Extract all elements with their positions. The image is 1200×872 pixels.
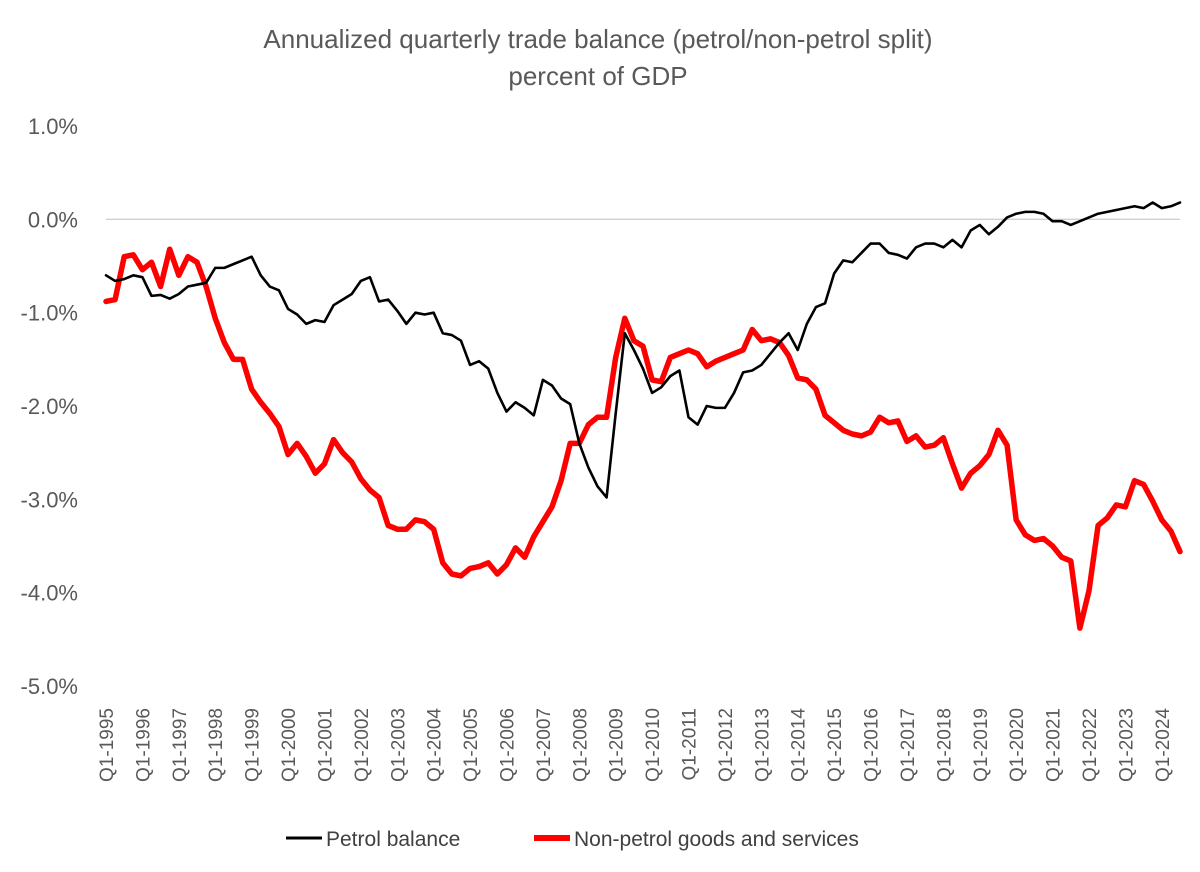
- x-tick-label: Q1-2011: [680, 708, 701, 781]
- x-tick-label: Q1-2016: [862, 708, 883, 782]
- x-axis-tick-labels: Q1-1995 Q1-1996 Q1-1997 Q1-1998 Q1-1999 Q1-20…: [97, 708, 1174, 782]
- x-tick-label: Q1-2000: [279, 708, 300, 782]
- x-tick-label: Q1-1999: [243, 708, 264, 782]
- y-tick-label: 0.0%: [28, 207, 78, 232]
- x-tick-label: Q1-2023: [1116, 708, 1137, 782]
- x-tick-label: Q1-2006: [497, 708, 518, 782]
- legend-label-petrol-balance: Petrol balance: [326, 828, 460, 851]
- y-tick-label: -5.0%: [21, 674, 78, 699]
- petrol-balance-line: [104, 201, 1182, 499]
- x-tick-label: Q1-1998: [206, 708, 227, 782]
- x-tick-label: Q1-2002: [352, 708, 373, 782]
- x-tick-label: Q1-2022: [1080, 708, 1101, 782]
- x-tick-label: Q1-2009: [607, 708, 628, 782]
- x-tick-label: Q1-2020: [1007, 708, 1028, 782]
- x-tick-label: Q1-2008: [570, 708, 591, 782]
- chart-title: Annualized quarterly trade balance (petr…: [263, 24, 932, 54]
- non-petrol-goods-services-line: [103, 246, 1183, 631]
- x-tick-label: Q1-2013: [752, 708, 773, 782]
- x-tick-label: Q1-1995: [97, 708, 118, 782]
- legend: Petrol balance Non-petrol goods and serv…: [286, 828, 859, 851]
- y-axis-tick-labels: 1.0% 0.0% -1.0% -2.0% -3.0% -4.0% -5.0%: [21, 114, 78, 699]
- y-tick-label: -3.0%: [21, 487, 78, 512]
- x-tick-label: Q1-1997: [170, 708, 191, 782]
- chart-subtitle: percent of GDP: [508, 61, 687, 91]
- x-tick-label: Q1-2010: [643, 708, 664, 782]
- legend-label-non-petrol: Non-petrol goods and services: [574, 828, 859, 851]
- y-tick-label: -2.0%: [21, 394, 78, 419]
- x-tick-label: Q1-2017: [898, 708, 919, 782]
- x-tick-label: Q1-2005: [461, 708, 482, 782]
- x-tick-label: Q1-2015: [825, 708, 846, 782]
- x-tick-label: Q1-2012: [716, 708, 737, 782]
- x-tick-label: Q1-2003: [388, 708, 409, 782]
- x-tick-label: Q1-2007: [534, 708, 555, 782]
- x-tick-label: Q1-1996: [133, 708, 154, 782]
- x-tick-label: Q1-2018: [934, 708, 955, 782]
- y-tick-label: 1.0%: [28, 114, 78, 139]
- x-tick-label: Q1-2014: [789, 708, 810, 782]
- y-tick-label: -4.0%: [21, 581, 78, 606]
- x-tick-label: Q1-2021: [1044, 708, 1065, 782]
- x-tick-label: Q1-2001: [315, 708, 336, 782]
- series-lines: [103, 201, 1183, 631]
- x-tick-label: Q1-2024: [1153, 708, 1174, 782]
- x-tick-label: Q1-2004: [425, 708, 446, 782]
- x-tick-label: Q1-2019: [971, 708, 992, 782]
- y-tick-label: -1.0%: [21, 301, 78, 326]
